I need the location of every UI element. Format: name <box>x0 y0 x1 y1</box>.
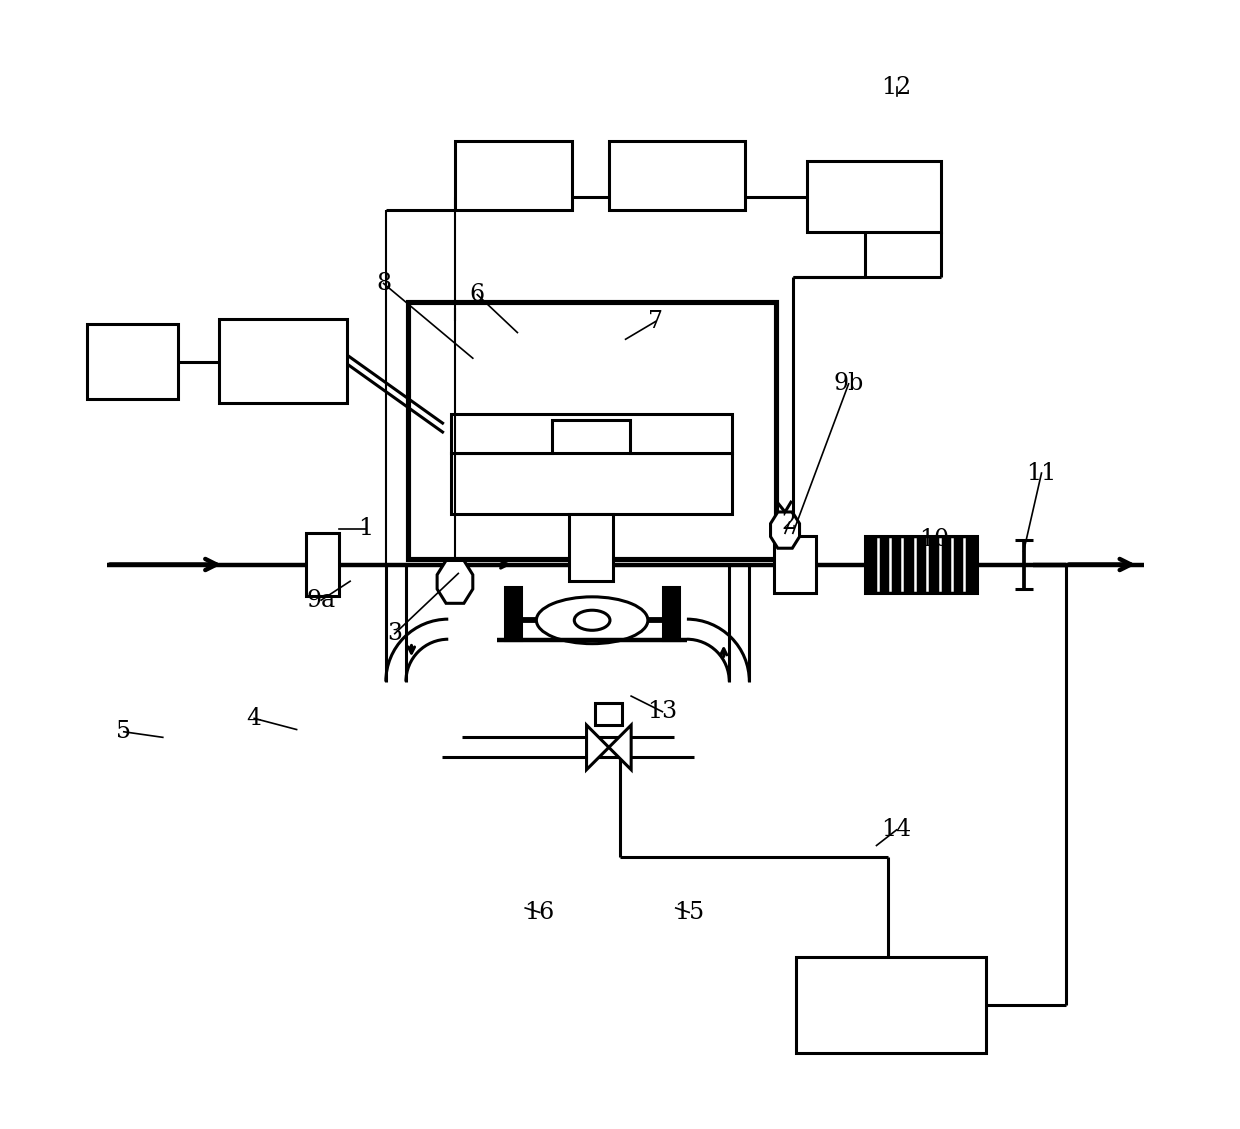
Ellipse shape <box>574 610 610 630</box>
Text: 13: 13 <box>647 700 677 724</box>
Bar <box>774 535 816 594</box>
Polygon shape <box>450 414 732 453</box>
Bar <box>609 141 745 210</box>
Text: 5: 5 <box>117 720 131 743</box>
Bar <box>455 141 572 210</box>
Text: 7: 7 <box>649 309 663 333</box>
Bar <box>663 587 680 640</box>
Polygon shape <box>609 725 631 770</box>
Bar <box>595 702 622 725</box>
Bar <box>796 957 986 1053</box>
Text: 4: 4 <box>247 707 262 729</box>
Text: 9b: 9b <box>833 373 864 395</box>
Bar <box>505 587 521 640</box>
Text: 2: 2 <box>782 510 797 534</box>
Polygon shape <box>438 560 472 603</box>
Bar <box>866 535 977 594</box>
Text: 8: 8 <box>376 272 391 295</box>
Bar <box>87 324 179 400</box>
Text: 12: 12 <box>882 76 911 98</box>
Bar <box>450 453 732 515</box>
Bar <box>218 320 347 403</box>
Bar <box>569 515 614 581</box>
Polygon shape <box>770 511 800 549</box>
Text: 3: 3 <box>387 622 402 645</box>
Text: 14: 14 <box>882 819 911 841</box>
Text: 11: 11 <box>1027 462 1056 484</box>
Ellipse shape <box>537 597 647 644</box>
Polygon shape <box>587 725 609 770</box>
Bar <box>408 303 776 559</box>
Text: 1: 1 <box>358 517 373 541</box>
Text: 15: 15 <box>675 901 704 924</box>
Bar <box>305 533 339 596</box>
Text: 9a: 9a <box>306 588 336 612</box>
Text: 10: 10 <box>919 528 950 551</box>
Text: 16: 16 <box>525 901 554 924</box>
Bar <box>807 160 941 233</box>
Text: 6: 6 <box>470 283 485 306</box>
